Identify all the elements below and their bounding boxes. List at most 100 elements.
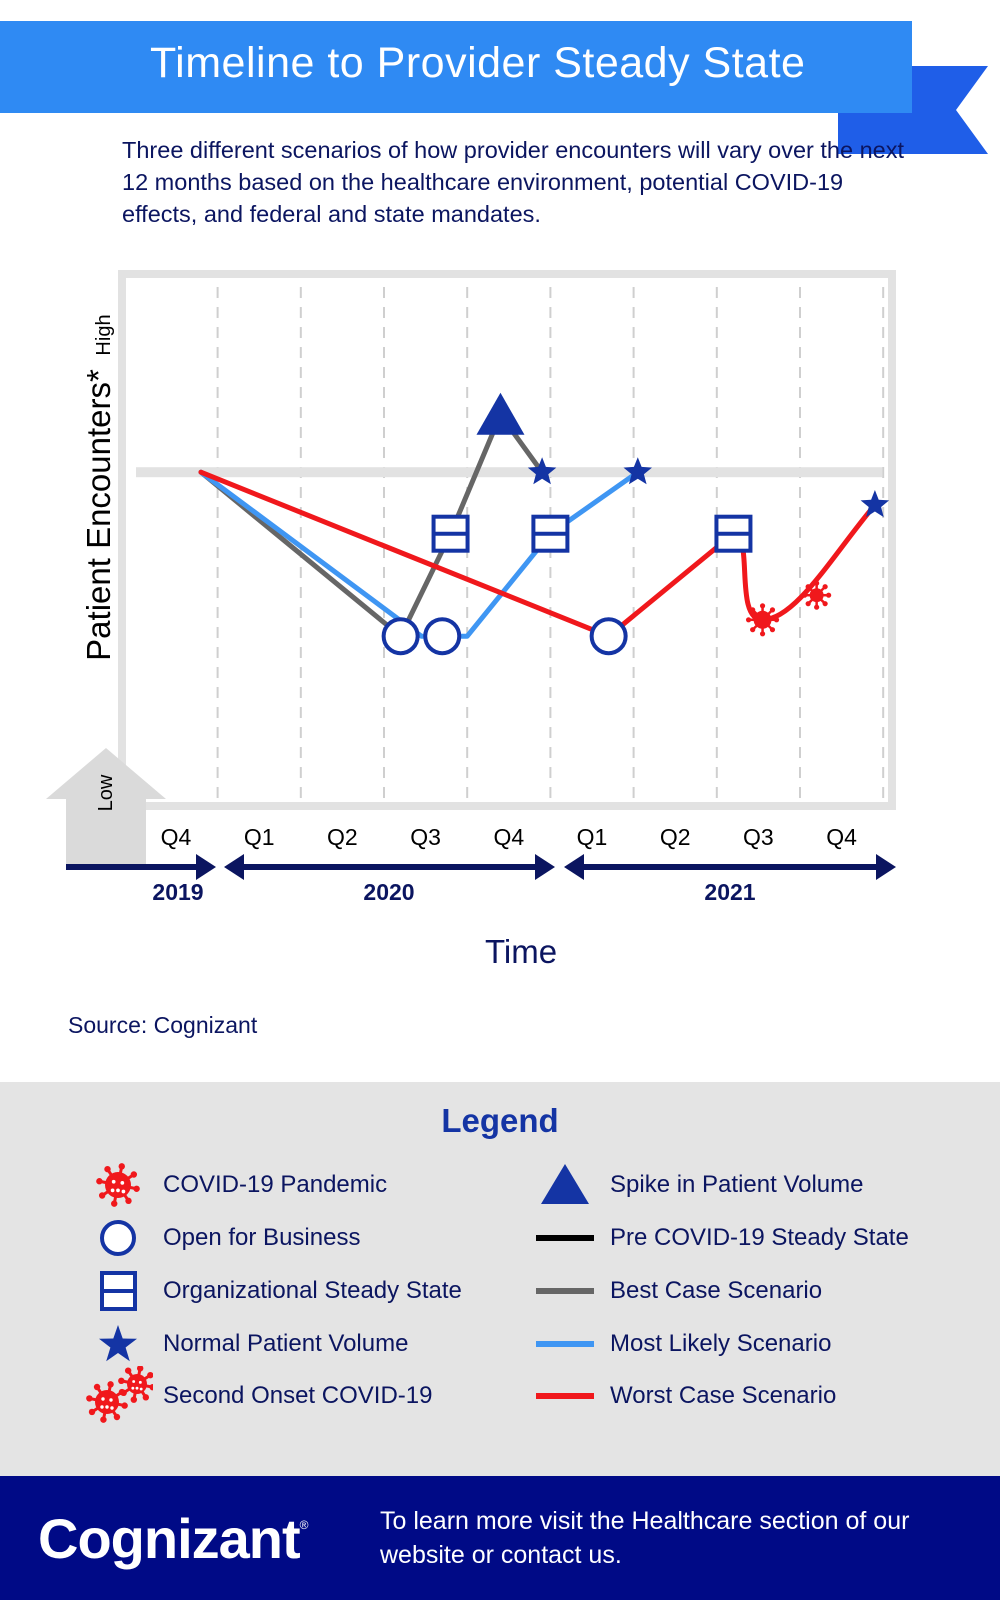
virus-dot (135, 1386, 139, 1390)
virus-spike-tip (822, 601, 828, 607)
virus-spike-tip (750, 627, 756, 633)
legend-item-spike-in-patient-volume: Spike in Patient Volume (530, 1162, 864, 1208)
virus-dot (101, 1397, 105, 1401)
logo-text: Cognizant (38, 1507, 301, 1570)
virus-spike-tip (121, 1402, 128, 1409)
x-axis-label: Time (484, 933, 558, 970)
marker-organizational-steady-state (431, 514, 470, 553)
marker-open-for-business (381, 617, 420, 656)
title-banner: Timeline to Provider Steady State (0, 21, 912, 113)
star-icon (83, 1321, 153, 1367)
virus-spike-tip (104, 1165, 111, 1173)
legend-panel: Legend COVID-19 Pandemic Open for Busine… (0, 1082, 1000, 1476)
virus-spike-tip (805, 601, 811, 607)
legend-item-second-onset-covid: Second Onset COVID-19 (83, 1366, 432, 1423)
open-circle-icon (83, 1215, 153, 1261)
virus-spike-tip (805, 584, 811, 590)
virus-spike-tip (769, 607, 776, 613)
virus-body (753, 610, 772, 629)
subtitle: Three different scenarios of how provide… (122, 137, 904, 227)
virus-spike-tip (759, 603, 766, 609)
legend-line-swatch (536, 1341, 594, 1347)
legend-item-covid-pandemic: COVID-19 Pandemic (83, 1162, 387, 1208)
blue-line-icon (530, 1321, 600, 1367)
virus-dot (121, 1189, 126, 1194)
x-tick-label: Q4 (161, 824, 192, 850)
x-tick-label: Q3 (410, 824, 441, 850)
virus-spike-tip (111, 1200, 118, 1207)
logo-registered-mark: ® (299, 1518, 309, 1532)
x-tick-label: Q3 (743, 824, 774, 850)
legend-line-swatch (536, 1235, 594, 1241)
virus-spike-tip (120, 1389, 127, 1397)
legend-title: Legend (441, 1102, 559, 1139)
legend-item-best-case: Best Case Scenario (530, 1268, 822, 1314)
source-note: Source: Cognizant (68, 1012, 258, 1038)
x-tick-label: Q2 (327, 824, 358, 850)
virus-spike-tip (814, 580, 820, 586)
virus-spike-tip (86, 1395, 93, 1402)
virus-dot (120, 1180, 125, 1185)
x-tick-label: Q1 (577, 824, 608, 850)
legend-item-worst-case: Worst Case Scenario (530, 1373, 836, 1419)
virus-dot (110, 1406, 114, 1410)
year-label: 2021 (704, 879, 755, 905)
virus-dot (131, 1386, 135, 1390)
virus-spike-tip (125, 1197, 132, 1205)
page-title: Timeline to Provider Steady State (150, 39, 806, 87)
virus-spike-tip (98, 1192, 106, 1199)
virus-body (105, 1172, 131, 1198)
virus-dot (105, 1405, 109, 1409)
virus-dot (100, 1405, 104, 1409)
legend-item-most-likely: Most Likely Scenario (530, 1321, 831, 1367)
virus-body (809, 588, 824, 603)
virus-body (127, 1374, 147, 1394)
y-level-high: High (93, 314, 115, 355)
legend-item-open-for-business: Open for Business (83, 1215, 360, 1261)
x-tick-label: Q2 (660, 824, 691, 850)
virus-spike-tip (118, 1377, 125, 1385)
virus-spike-tip (814, 604, 820, 610)
double-virus-icon (83, 1366, 153, 1423)
virus-spike-tip (822, 584, 828, 590)
virus-spike-tip (118, 1163, 125, 1170)
virus-spike-tip (142, 1394, 150, 1401)
marker-normal-patient-volume (527, 457, 557, 485)
marker-organizational-steady-state (531, 514, 570, 553)
virus-spike-tip (826, 592, 832, 598)
year-label: 2019 (152, 879, 203, 905)
y-axis-arrow (46, 748, 166, 870)
x-tick-label: Q1 (244, 824, 275, 850)
marker-spike-in-patient-volume (476, 392, 525, 435)
footer: Cognizant® To learn more visit the Healt… (0, 1476, 1000, 1600)
marker-open-for-business (589, 617, 628, 656)
virus-spike-tip (802, 592, 808, 598)
cognizant-logo[interactable]: Cognizant® (38, 1506, 309, 1571)
virus-spike-tip (130, 1171, 138, 1178)
legend-line-swatch (536, 1393, 594, 1399)
virus-spike-tip (96, 1178, 103, 1185)
virus-spike-tip (113, 1413, 121, 1421)
virus-dot (109, 1398, 113, 1402)
year-arrow-right-head (196, 854, 216, 880)
legend-open-circle (100, 1220, 136, 1256)
virus-dot (139, 1387, 143, 1391)
y-level-low: Low (95, 774, 117, 811)
year-arrow-2019 (66, 854, 216, 880)
virus-spike-tip (93, 1383, 101, 1391)
year-arrow-right-head (876, 854, 896, 880)
virus-spike-tip (745, 617, 752, 623)
virus-spike-tip (130, 1396, 138, 1403)
legend-item-organizational-steady-state: Organizational Steady State (83, 1268, 462, 1314)
split-square-icon (83, 1268, 153, 1314)
gray-line-icon (530, 1268, 600, 1314)
footer-cta[interactable]: To learn more visit the Healthcare secti… (380, 1507, 910, 1569)
year-arrow-right-head (535, 854, 555, 880)
year-arrow-left-head (224, 854, 244, 880)
x-tick-label: Q4 (826, 824, 857, 850)
virus-dot (116, 1188, 120, 1193)
timeline-chart: Patient Encounters* High Low Q4 Q1 Q2 Q3 Q4 Q1 Q2… (46, 270, 896, 905)
x-tick-label: Q4 (493, 824, 524, 850)
virus-spike-tip (750, 607, 756, 613)
marker-normal-patient-volume (860, 490, 890, 518)
